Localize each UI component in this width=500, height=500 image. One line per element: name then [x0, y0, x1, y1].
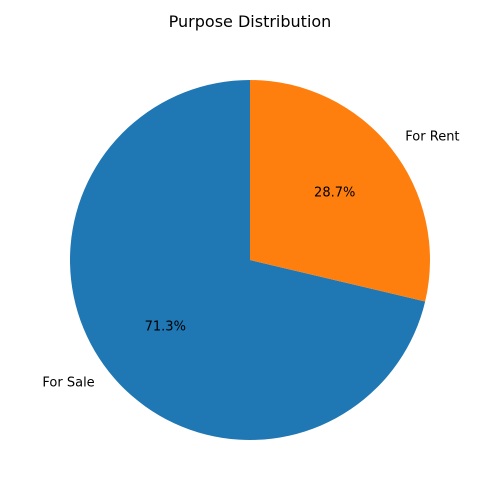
slice-percentage-label: 71.3%: [145, 319, 186, 334]
pie-slices: [70, 80, 431, 440]
pie-slice-for-rent: [250, 80, 431, 302]
pie-slice-for-sale: [70, 80, 426, 440]
slice-label: For Sale: [42, 375, 94, 390]
slice-label: For Rent: [405, 130, 459, 145]
pie-labels: For Sale 71.3% For Rent 28.7%: [42, 130, 459, 391]
slice-percentage-label: 28.7%: [314, 186, 355, 201]
chart-title: Purpose Distribution: [169, 12, 332, 31]
